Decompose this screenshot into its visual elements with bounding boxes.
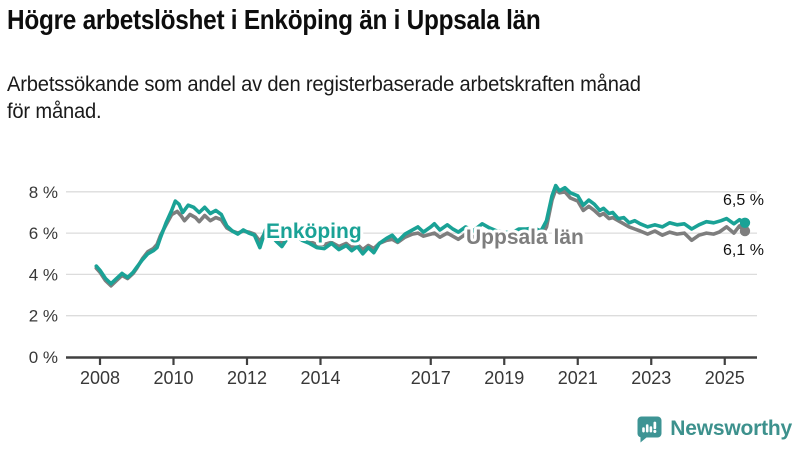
series-end-dot-uppsala-lan	[739, 225, 751, 237]
x-axis-label: 2019	[484, 368, 524, 388]
y-axis-label: 8 %	[29, 183, 58, 202]
series-line-uppsala-lan	[94, 187, 747, 288]
newsworthy-logo: Newsworthy	[636, 415, 792, 443]
x-axis-label: 2014	[300, 368, 340, 388]
series-label-enkoping: Enköping	[266, 220, 362, 243]
x-axis-label: 2017	[411, 368, 451, 388]
series-label-uppsala-lan: Uppsala län	[466, 226, 584, 249]
newsworthy-wordmark: Newsworthy	[670, 417, 792, 440]
y-axis-label: 6 %	[29, 224, 58, 243]
y-axis-label: 4 %	[29, 265, 58, 284]
newsworthy-bubble-chart-icon	[637, 416, 662, 443]
x-axis-label: 2010	[153, 368, 193, 388]
y-axis-label: 2 %	[29, 307, 58, 326]
end-value-label-uppsala-lan: 6,1 %	[723, 242, 764, 259]
end-value-label-enkoping: 6,5 %	[723, 192, 764, 209]
icon-bars	[642, 421, 657, 433]
subtitle-line-2: för månad.	[7, 100, 102, 123]
icon-bubble	[637, 416, 662, 443]
x-axis-label: 2012	[227, 368, 267, 388]
series-line-enkoping	[94, 183, 747, 286]
y-axis-label: 0 %	[29, 348, 58, 367]
subtitle-line-1: Arbetssökande som andel av den registerb…	[7, 73, 641, 96]
x-axis-label: 2008	[80, 368, 120, 388]
x-axis-label: 2023	[631, 368, 671, 388]
x-axis-label: 2021	[558, 368, 598, 388]
series-end-dot-enkoping	[739, 217, 751, 228]
page-title: Högre arbetslöshet i Enköping än i Uppsa…	[7, 4, 541, 35]
x-axis-label: 2025	[705, 368, 745, 388]
chart-subtitle: Arbetssökande som andel av den registerb…	[7, 71, 641, 125]
